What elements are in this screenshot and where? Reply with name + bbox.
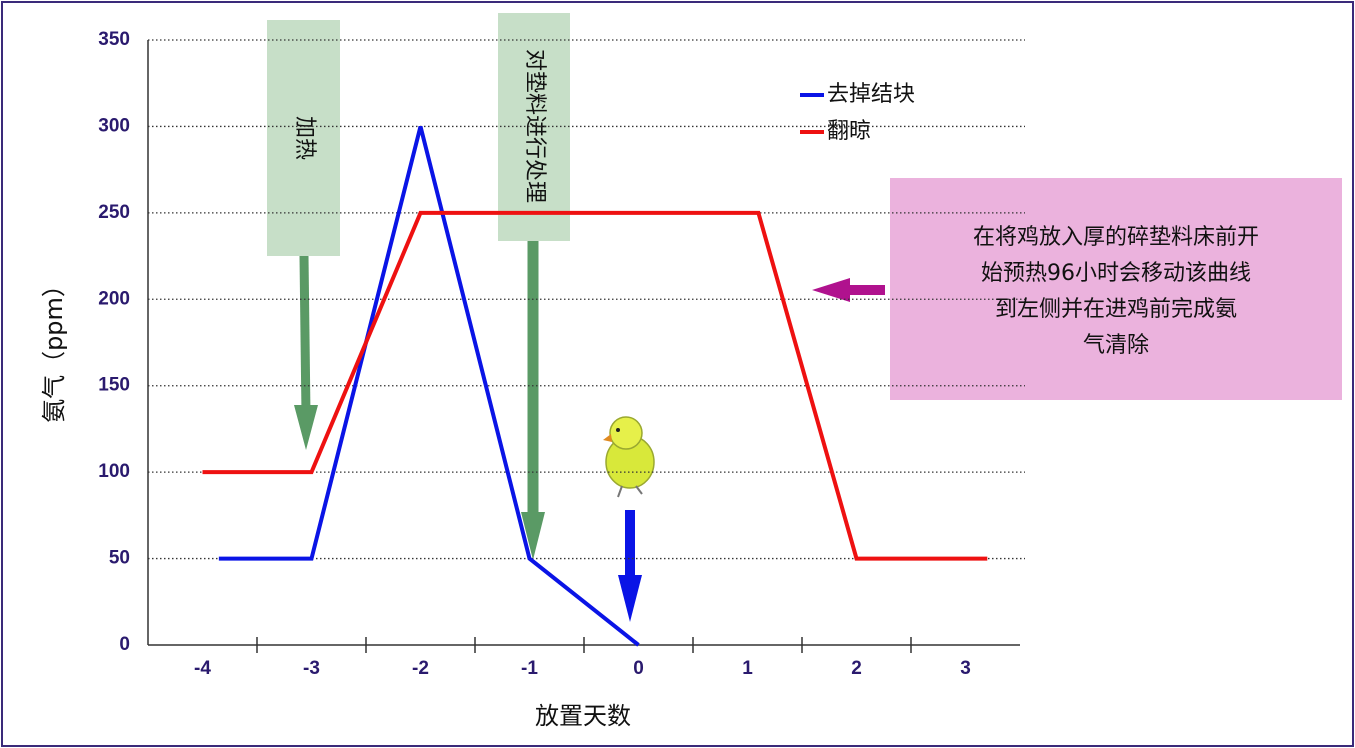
series-line [202, 210, 988, 561]
legend-label: 去掉结块 [827, 82, 915, 107]
y-tick-label: 200 [98, 288, 130, 309]
x-tick-label: -2 [412, 658, 429, 679]
annotation: 气清除 [1083, 333, 1149, 358]
annotation: 始预热96小时会移动该曲线 [981, 261, 1251, 286]
x-axis-label: 放置天数 [535, 702, 631, 730]
annotation-box [267, 20, 340, 256]
x-tick-label: 1 [742, 658, 753, 679]
x-tick-label: -3 [303, 658, 320, 679]
arrows [294, 241, 885, 622]
y-tick-label: 100 [98, 461, 130, 482]
y-tick-label: 300 [98, 115, 130, 136]
annotation: 在将鸡放入厚的碎垫料床前开 [973, 225, 1259, 250]
annotation: 加热 [292, 116, 317, 160]
legend-label: 翻晾 [827, 119, 871, 144]
y-tick-label: 350 [98, 29, 130, 50]
y-tick-label: 50 [109, 548, 130, 569]
chick-icon [603, 416, 655, 498]
y-axis-label: 氨气（ppm） [40, 273, 68, 423]
annotation-box [890, 178, 1342, 400]
x-tick-label: -4 [194, 658, 211, 679]
y-tick-label: 150 [98, 375, 130, 396]
x-tick-label: 3 [960, 658, 971, 679]
y-tick-label: 0 [119, 634, 130, 655]
series-line [218, 125, 640, 647]
y-tick-label: 250 [98, 202, 130, 223]
x-tick-label: 2 [851, 658, 862, 679]
x-tick-label: -1 [521, 658, 538, 679]
annotation: 到左侧并在进鸡前完成氨 [995, 297, 1237, 322]
annotation-box [498, 13, 570, 241]
x-tick-label: 0 [633, 658, 644, 679]
annotation: 对垫料进行处理 [522, 49, 547, 203]
